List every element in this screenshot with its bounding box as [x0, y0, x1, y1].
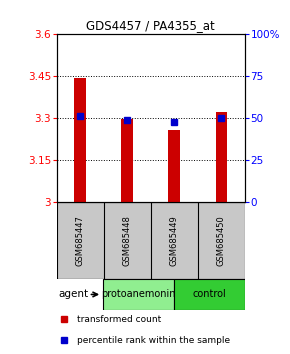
Text: GSM685450: GSM685450 [217, 215, 226, 266]
Text: GSM685448: GSM685448 [123, 215, 132, 266]
Bar [103, 279, 174, 310]
Text: protoanemonin: protoanemonin [101, 290, 176, 299]
Text: GSM685447: GSM685447 [76, 215, 85, 266]
Bar [168, 130, 180, 202]
Text: percentile rank within the sample: percentile rank within the sample [77, 336, 231, 345]
Text: agent: agent [58, 290, 88, 299]
Bar [215, 112, 227, 202]
Title: GDS4457 / PA4355_at: GDS4457 / PA4355_at [86, 19, 215, 33]
Text: control: control [193, 290, 226, 299]
Text: GSM685449: GSM685449 [170, 215, 179, 266]
Bar [74, 79, 86, 202]
Text: transformed count: transformed count [77, 315, 162, 324]
Bar [121, 119, 133, 202]
Bar [174, 279, 245, 310]
